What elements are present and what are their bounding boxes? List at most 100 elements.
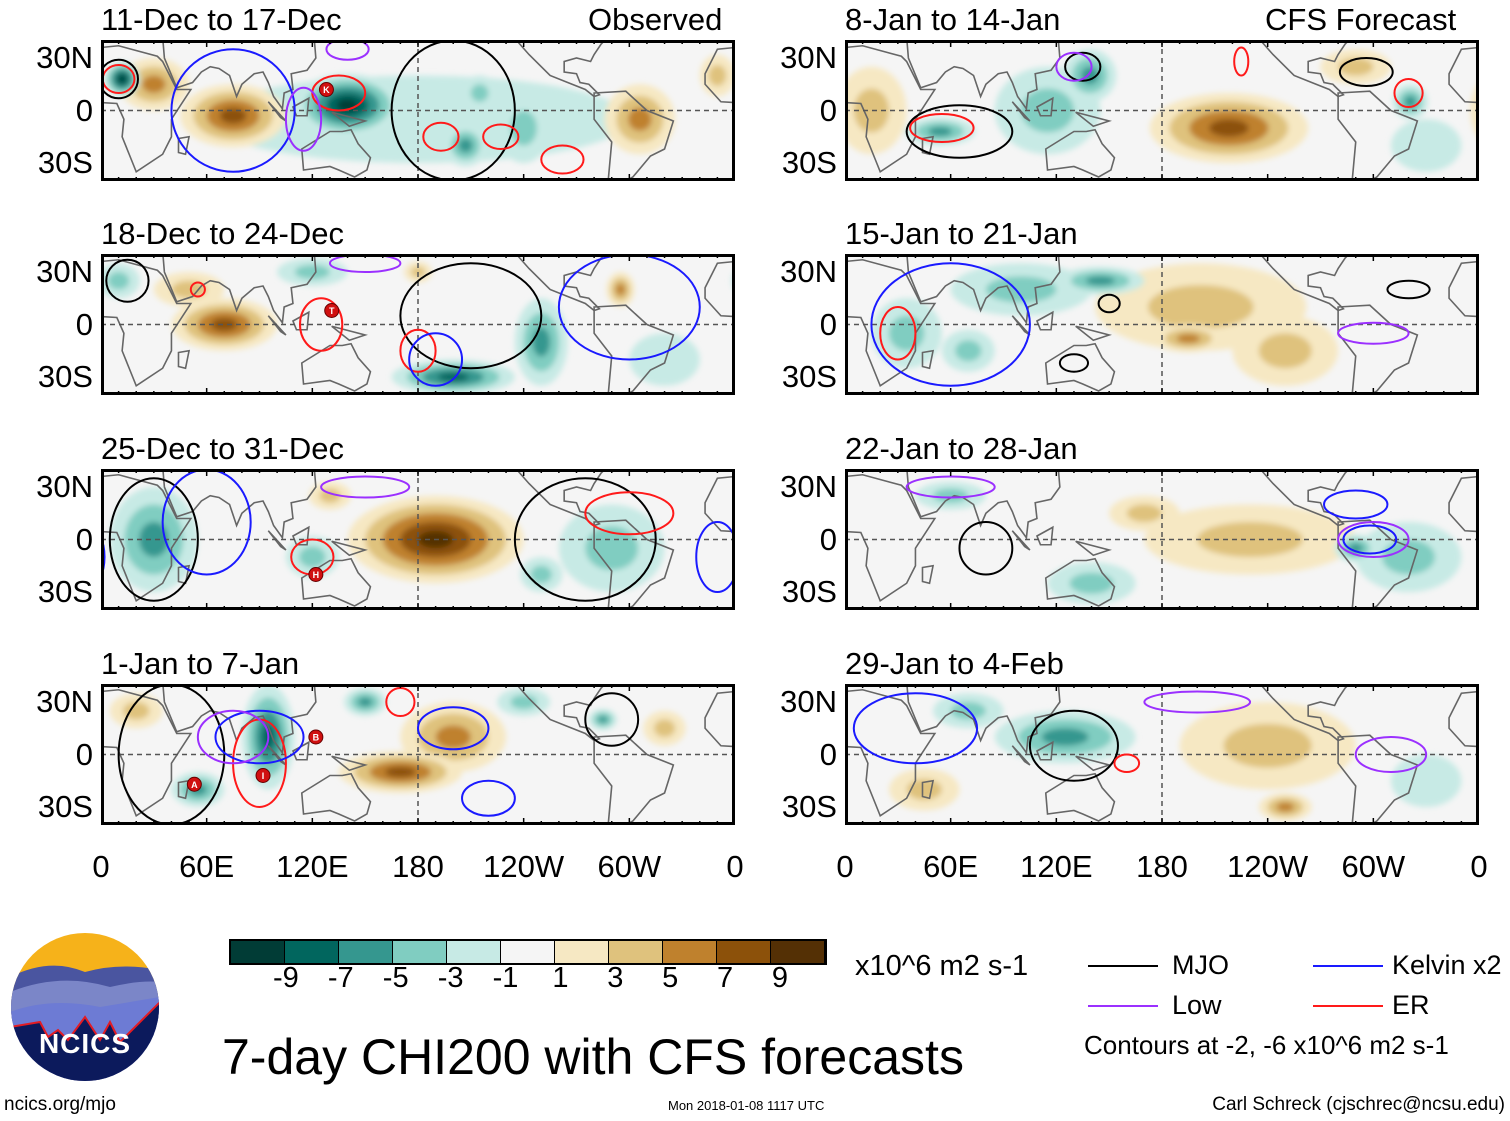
- er-contour: [1393, 78, 1424, 108]
- low-contour: [1055, 51, 1093, 82]
- coastline: [921, 349, 935, 370]
- colorbar-swatch: [231, 941, 285, 963]
- storm-marker: [308, 567, 324, 582]
- anomaly-blob: [219, 107, 247, 124]
- anomaly-blob: [1069, 572, 1114, 594]
- lat-label: 30N: [36, 469, 93, 504]
- x-tick-label: 60W: [597, 849, 662, 884]
- anomaly-blob: [708, 65, 727, 86]
- kelvin-contour: [870, 262, 1031, 387]
- lat-label: 30N: [36, 254, 93, 289]
- colorbar-label: 5: [662, 962, 679, 994]
- coastline: [593, 519, 675, 610]
- coastline: [845, 688, 937, 817]
- coastline: [906, 684, 1061, 755]
- anomaly-blob: [1147, 285, 1254, 329]
- low-contour: [1337, 521, 1410, 558]
- panel-title: 15-Jan to 21-Jan: [845, 216, 1078, 251]
- logo-text: NCICS: [38, 1028, 132, 1059]
- map-panel: [845, 684, 1479, 825]
- lat-label: 30S: [37, 359, 93, 394]
- colorbar-swatch: [393, 941, 447, 963]
- er-contour: [909, 113, 975, 143]
- map-panel: T: [101, 254, 735, 395]
- coastline: [101, 44, 193, 173]
- x-tick-label: 60W: [1341, 849, 1406, 884]
- panel-title: 29-Jan to 4-Feb: [845, 646, 1064, 681]
- x-tick-label: 120W: [483, 849, 565, 884]
- colorbar: [229, 939, 827, 965]
- coastline: [1259, 40, 1351, 98]
- coastline: [515, 40, 607, 98]
- lat-label: 30N: [780, 40, 837, 75]
- low-contour: [284, 86, 323, 152]
- er-contour: [299, 297, 344, 352]
- anomaly-blob: [853, 88, 890, 133]
- anomaly-blob: [1276, 802, 1295, 812]
- x-tick-label: 0: [836, 849, 854, 884]
- kelvin-contour: [417, 706, 490, 751]
- colorbar-label: 1: [552, 962, 569, 994]
- lat-label: 0: [75, 737, 93, 772]
- kelvin-contour: [170, 48, 296, 173]
- lat-label: 30S: [37, 789, 93, 824]
- coastline: [921, 135, 935, 156]
- mjo-contour: [905, 104, 1014, 159]
- er-legend-label: ER: [1392, 990, 1430, 1020]
- map-panel: K: [101, 40, 735, 181]
- coastline: [1011, 101, 1031, 122]
- x-tick-label: 180: [1136, 849, 1188, 884]
- kelvin-contour: [852, 692, 979, 765]
- colorbar-swatch: [771, 941, 825, 963]
- kelvin-contour: [214, 709, 305, 765]
- lat-label: 30S: [781, 789, 837, 824]
- lat-label: 0: [819, 737, 837, 772]
- footer-timestamp: Mon 2018-01-08 1117 UTC: [668, 1098, 825, 1113]
- coastline: [1337, 304, 1419, 395]
- mjo-contour: [399, 262, 543, 370]
- low-contour: [325, 40, 370, 61]
- er-contour: [1113, 753, 1141, 773]
- mjo-contour: [1058, 353, 1090, 373]
- storm-marker: [186, 776, 202, 792]
- x-tick-label: 0: [92, 849, 110, 884]
- storm-marker-label: B: [313, 733, 320, 743]
- coastline: [845, 44, 937, 173]
- low-contour: [905, 475, 996, 499]
- coastline: [177, 349, 191, 370]
- kelvin-contour: [461, 779, 516, 817]
- colorbar-label: -5: [382, 962, 409, 994]
- coastline: [331, 111, 368, 128]
- kelvin-contour: [408, 332, 464, 387]
- figure-title: 7-day CHI200 with CFS forecasts: [222, 1029, 964, 1085]
- colorbar-swatch: [717, 941, 771, 963]
- colorbar-units: x10^6 m2 s-1: [855, 950, 1029, 982]
- low-contour: [1337, 321, 1410, 345]
- lat-label: 0: [75, 307, 93, 342]
- anomaly-blob: [384, 766, 416, 778]
- colorbar-label: -7: [327, 962, 354, 994]
- colorbar-label: -3: [437, 962, 464, 994]
- coastline: [162, 254, 317, 325]
- coastline: [101, 258, 193, 387]
- mjo-contour: [513, 477, 657, 602]
- colorbar-swatch: [663, 941, 717, 963]
- anomaly-blob: [142, 75, 166, 93]
- coastline: [300, 772, 372, 822]
- coastline: [1011, 315, 1031, 336]
- anomaly-blob: [928, 126, 952, 137]
- coastline: [1075, 540, 1112, 557]
- x-tick-label: 0: [726, 849, 744, 884]
- x-tick-label: 120W: [1227, 849, 1309, 884]
- lat-label: 0: [819, 307, 837, 342]
- mjo-legend-label: MJO: [1172, 950, 1229, 980]
- coastline: [331, 755, 368, 772]
- map-panel: H: [101, 469, 735, 610]
- anomaly-blob: [1258, 333, 1312, 369]
- colorbar-swatch: [501, 941, 555, 963]
- anomaly-blob: [933, 488, 969, 503]
- er-legend-line: [1313, 1005, 1383, 1007]
- lat-label: 30S: [37, 574, 93, 609]
- panel-title: 18-Dec to 24-Dec: [101, 216, 344, 251]
- footer-url[interactable]: ncics.org/mjo: [4, 1094, 116, 1115]
